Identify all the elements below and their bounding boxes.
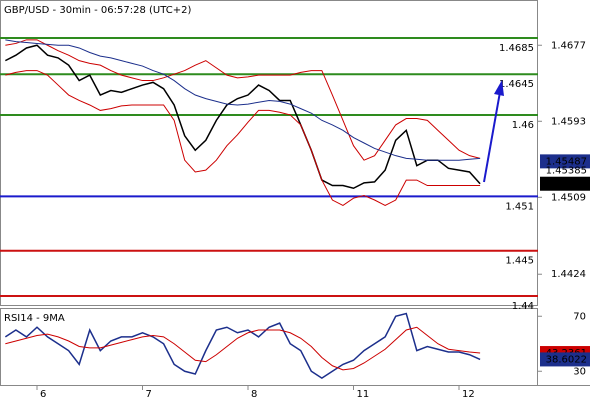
forecast-arrow — [483, 91, 501, 183]
price-marker-label: 1.45487 — [546, 156, 587, 167]
price-marker — [540, 176, 590, 191]
price-marker-label: 1.45385 — [546, 166, 587, 177]
level-label: 1.4685 — [499, 43, 534, 54]
x-tick-label: 11 — [357, 389, 370, 400]
x-tick-label: 6 — [40, 389, 46, 400]
series-line — [5, 326, 481, 371]
series-line — [5, 39, 481, 161]
price-marker — [540, 352, 590, 367]
series-line — [4, 312, 481, 380]
level-label: 1.451 — [505, 201, 534, 212]
level-label: 1.44 — [512, 301, 534, 312]
x-tick-label: 7 — [146, 389, 152, 400]
level-label: 1.445 — [505, 256, 534, 267]
y-tick-label: 30 — [573, 366, 586, 377]
y-tick-label: 1.4424 — [551, 269, 586, 280]
x-tick-label: 8 — [251, 389, 257, 400]
rsi-title: RSI14 - 9MA — [4, 313, 65, 324]
y-tick-label: 70 — [573, 311, 586, 322]
plots: 6 7 8 11 12 1.4677 1.4593 1.4509 1.4424 1.4685 1.4… — [0, 37, 590, 400]
y-tick-label: 1.4593 — [551, 116, 586, 127]
level-label: 1.4645 — [499, 79, 534, 90]
forecast-arrow-head — [494, 80, 504, 96]
y-tick-label: 1.4509 — [551, 192, 586, 203]
level-label: 1.46 — [512, 120, 534, 131]
price-marker-label: 38.6022 — [546, 354, 587, 365]
main-frame — [0, 0, 538, 306]
x-tick-label: 12 — [462, 389, 475, 400]
series-line — [5, 39, 481, 161]
price-marker — [540, 154, 590, 169]
price-marker-label: 1.4524 — [552, 179, 587, 190]
series-line — [5, 44, 481, 190]
chart-title: GBP/USD - 30min - 06:57:28 (UTC+2) — [4, 5, 191, 16]
y-tick-label: 1.4677 — [551, 40, 586, 51]
series-line — [5, 70, 481, 207]
